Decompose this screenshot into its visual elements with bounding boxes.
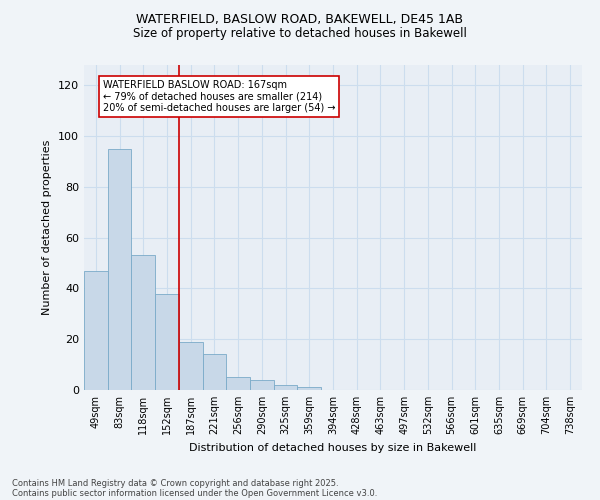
- Y-axis label: Number of detached properties: Number of detached properties: [43, 140, 52, 315]
- Bar: [179, 342, 203, 390]
- Text: WATERFIELD, BASLOW ROAD, BAKEWELL, DE45 1AB: WATERFIELD, BASLOW ROAD, BAKEWELL, DE45 …: [137, 12, 464, 26]
- X-axis label: Distribution of detached houses by size in Bakewell: Distribution of detached houses by size …: [190, 442, 476, 452]
- Bar: [250, 380, 274, 390]
- Text: Contains public sector information licensed under the Open Government Licence v3: Contains public sector information licen…: [12, 488, 377, 498]
- Text: WATERFIELD BASLOW ROAD: 167sqm
← 79% of detached houses are smaller (214)
20% of: WATERFIELD BASLOW ROAD: 167sqm ← 79% of …: [103, 80, 335, 114]
- Bar: [131, 256, 155, 390]
- Bar: [298, 388, 321, 390]
- Text: Size of property relative to detached houses in Bakewell: Size of property relative to detached ho…: [133, 28, 467, 40]
- Text: Contains HM Land Registry data © Crown copyright and database right 2025.: Contains HM Land Registry data © Crown c…: [12, 478, 338, 488]
- Bar: [155, 294, 179, 390]
- Bar: [203, 354, 226, 390]
- Bar: [84, 270, 108, 390]
- Bar: [108, 149, 131, 390]
- Bar: [226, 378, 250, 390]
- Bar: [274, 385, 298, 390]
